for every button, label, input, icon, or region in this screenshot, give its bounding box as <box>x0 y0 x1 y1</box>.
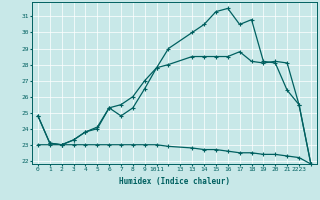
X-axis label: Humidex (Indice chaleur): Humidex (Indice chaleur) <box>119 177 230 186</box>
